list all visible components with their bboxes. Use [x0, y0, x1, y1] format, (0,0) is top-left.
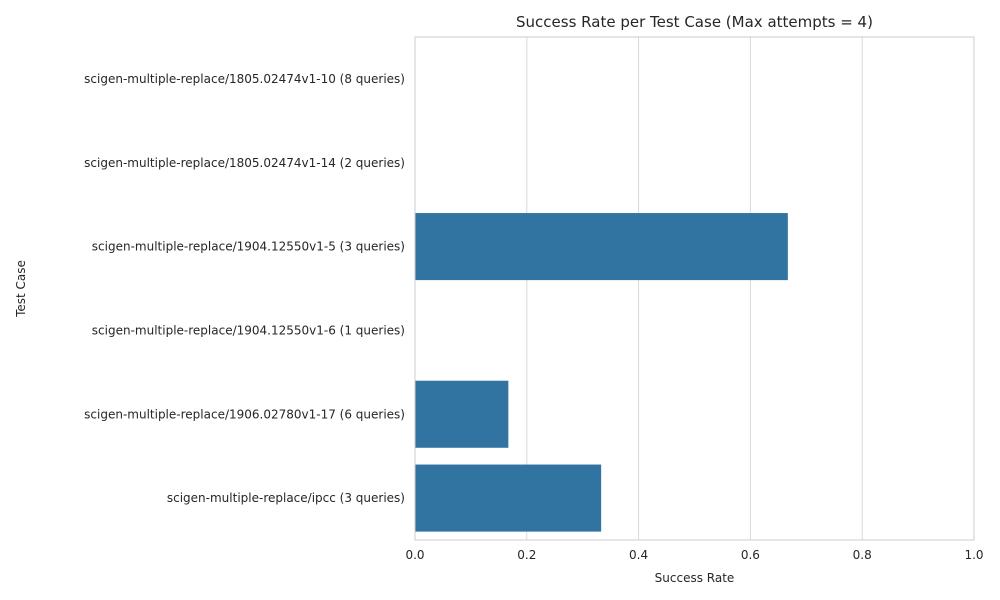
y-tick-label: scigen-multiple-replace/1904.12550v1-5 (… [92, 240, 405, 254]
chart-title: Success Rate per Test Case (Max attempts… [516, 13, 873, 31]
plot-frame [414, 36, 975, 541]
y-tick-label: scigen-multiple-replace/1904.12550v1-6 (… [92, 323, 405, 337]
x-tick-label: 1.0 [964, 548, 983, 562]
y-tick-label: scigen-multiple-replace/1805.02474v1-10 … [84, 72, 405, 86]
bar [415, 380, 509, 448]
x-tick-label: 0.8 [853, 548, 872, 562]
y-categories: scigen-multiple-replace/1805.02474v1-10 … [84, 72, 405, 505]
x-tick-label: 0.6 [741, 548, 760, 562]
x-tick-label: 0.4 [629, 548, 648, 562]
x-ticks: 0.0 0.2 0.4 0.6 0.8 1.0 [405, 548, 983, 562]
x-axis-label: Success Rate [655, 571, 735, 585]
bars [415, 213, 788, 532]
bar [415, 464, 602, 532]
y-tick-label: scigen-multiple-replace/ipcc (3 queries) [167, 491, 405, 505]
bar [415, 213, 788, 281]
y-tick-label: scigen-multiple-replace/1906.02780v1-17 … [84, 407, 405, 421]
x-tick-label: 0.2 [517, 548, 536, 562]
y-axis-label: Test Case [14, 260, 28, 318]
y-tick-label: scigen-multiple-replace/1805.02474v1-14 … [84, 156, 405, 170]
x-tick-label: 0.0 [405, 548, 424, 562]
